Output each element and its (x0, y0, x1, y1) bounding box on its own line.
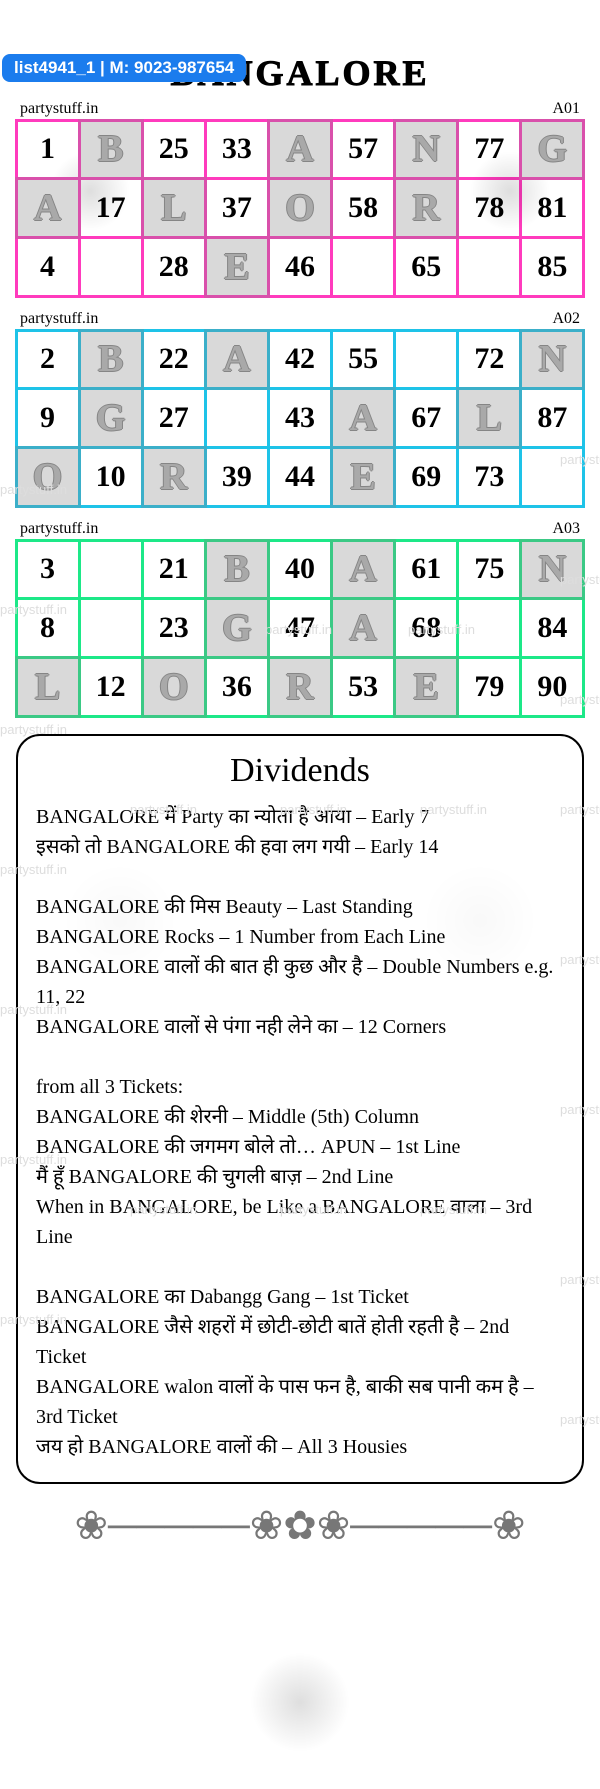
ticket-cell: 12 (78, 656, 144, 718)
ticket-id: A01 (552, 100, 580, 118)
ticket-cell: 81 (519, 177, 585, 239)
ticket-cell: A (267, 119, 333, 181)
ticket-cell: E (330, 446, 396, 508)
ticket-cell: 90 (519, 656, 585, 718)
ticket-cell: 87 (519, 387, 585, 449)
ticket-id: A02 (552, 310, 580, 328)
ticket-cell: 79 (456, 656, 522, 718)
list-id-badge: list4941_1 | M: 9023-987654 (2, 54, 246, 82)
dividends-panel: Dividends BANGALORE में Party का न्योता … (16, 734, 584, 1484)
ticket-cell: R (393, 177, 459, 239)
dividends-heading: Dividends (36, 752, 564, 790)
ticket-cell: 1 (15, 119, 81, 181)
ticket-cell: E (204, 236, 270, 298)
ticket-cell: A (330, 539, 396, 601)
ticket-cell: E (393, 656, 459, 718)
ticket-cell: 42 (267, 329, 333, 391)
ticket-cell: 10 (78, 446, 144, 508)
ticket-cell: 23 (141, 597, 207, 659)
ticket-cell: N (519, 539, 585, 601)
footer-flourish: ❀─────❀✿❀─────❀ (0, 1502, 600, 1549)
ticket-cell: R (141, 446, 207, 508)
ticket-cell: 53 (330, 656, 396, 718)
ticket-cell: 47 (267, 597, 333, 659)
ticket-cell: O (267, 177, 333, 239)
ticket-cell: 85 (519, 236, 585, 298)
ticket-cell: O (15, 446, 81, 508)
ticket-cell: A (330, 387, 396, 449)
ticket-cell: A (330, 597, 396, 659)
ticket-cell: 39 (204, 446, 270, 508)
ticket-cell (204, 387, 270, 449)
tambola-ticket: 1B2533A57N77GA17L37O58R7881428E466585 (16, 120, 584, 296)
ticket-cell: 77 (456, 119, 522, 181)
ticket-cell: 40 (267, 539, 333, 601)
ticket-cell (393, 329, 459, 391)
ticket-cell: G (78, 387, 144, 449)
ticket-cell: 44 (267, 446, 333, 508)
ticket-cell: 9 (15, 387, 81, 449)
ticket-cell: 69 (393, 446, 459, 508)
ticket-cell (456, 597, 522, 659)
ticket-cell: 61 (393, 539, 459, 601)
ticket-cell: B (204, 539, 270, 601)
ticket-cell: 27 (141, 387, 207, 449)
ticket-cell (78, 236, 144, 298)
ticket-cell: N (393, 119, 459, 181)
ticket-cell: 36 (204, 656, 270, 718)
ticket-cell: 17 (78, 177, 144, 239)
ticket-cell: L (15, 656, 81, 718)
ticket-cell: 8 (15, 597, 81, 659)
ticket-cell: 46 (267, 236, 333, 298)
site-label: partystuff.in (20, 520, 98, 538)
ticket-cell: 58 (330, 177, 396, 239)
ticket-cell (78, 539, 144, 601)
ticket-cell: 28 (141, 236, 207, 298)
ticket-cell: 75 (456, 539, 522, 601)
dividends-body: BANGALORE में Party का न्योता है आया – E… (36, 802, 564, 1462)
ticket-cell: 3 (15, 539, 81, 601)
ticket-cell: N (519, 329, 585, 391)
ticket-cell: 68 (393, 597, 459, 659)
site-label: partystuff.in (20, 100, 98, 118)
ticket-cell: G (519, 119, 585, 181)
ticket-cell: 84 (519, 597, 585, 659)
ticket-cell: 67 (393, 387, 459, 449)
ticket-cell: B (78, 329, 144, 391)
ticket-cell: 25 (141, 119, 207, 181)
ticket-cell: L (141, 177, 207, 239)
ticket-cell: 37 (204, 177, 270, 239)
ticket-cell: 22 (141, 329, 207, 391)
ticket-cell: 21 (141, 539, 207, 601)
tambola-ticket: 3 21B40A6175N 8 23G47A68 84 L12O36R53E7990 (16, 540, 584, 716)
ticket-cell: R (267, 656, 333, 718)
ticket-cell: 73 (456, 446, 522, 508)
ticket-cell (78, 597, 144, 659)
ticket-cell (330, 236, 396, 298)
ticket-cell (456, 236, 522, 298)
ticket-id: A03 (552, 520, 580, 538)
tambola-ticket: 2B22A425572N9G2743A67L87O10R3944E6973 (16, 330, 584, 506)
ticket-cell: 33 (204, 119, 270, 181)
ticket-cell: 4 (15, 236, 81, 298)
site-label: partystuff.in (20, 310, 98, 328)
ticket-cell: 78 (456, 177, 522, 239)
ticket-cell: 55 (330, 329, 396, 391)
ticket-cell: 2 (15, 329, 81, 391)
ticket-cell: 57 (330, 119, 396, 181)
ticket-cell (519, 446, 585, 508)
ticket-cell: O (141, 656, 207, 718)
ticket-cell: A (15, 177, 81, 239)
ticket-cell: A (204, 329, 270, 391)
ticket-cell: L (456, 387, 522, 449)
ticket-cell: 43 (267, 387, 333, 449)
ticket-cell: 65 (393, 236, 459, 298)
ticket-cell: 72 (456, 329, 522, 391)
ticket-cell: G (204, 597, 270, 659)
ticket-cell: B (78, 119, 144, 181)
